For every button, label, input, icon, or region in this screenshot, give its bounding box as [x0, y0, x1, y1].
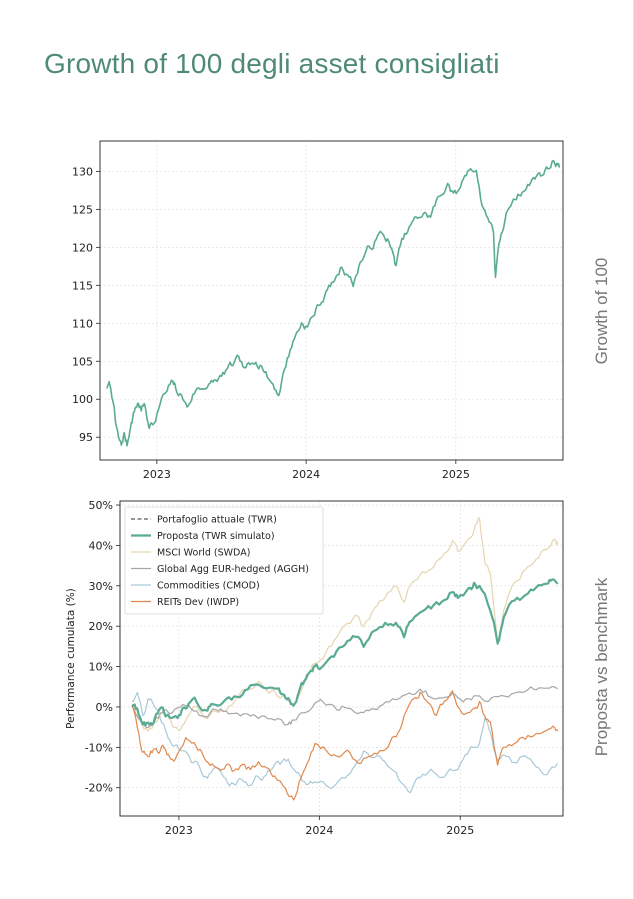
- performance-x-tick-label: 2025: [446, 824, 474, 837]
- growth-y-tick-label: 110: [72, 317, 93, 330]
- growth-y-tick-label: 95: [79, 431, 93, 444]
- growth-y-tick-label: 130: [72, 165, 93, 178]
- performance-y-tick-label: 40%: [89, 539, 113, 552]
- growth-group: 95 100 105 110 115 120 125 130 2023 2024 2025: [72, 140, 564, 481]
- performance-x-tick-label: 2024: [305, 824, 333, 837]
- growth-of-100-chart: 95 100 105 110 115 120 125 130 2023 2024 2025: [72, 140, 564, 481]
- legend-label-reits-dev-iwdp: REITs Dev (IWDP): [157, 597, 239, 608]
- page-title: Growth of 100 degli asset consigliati: [44, 48, 500, 79]
- growth-x-tick-label: 2023: [143, 468, 171, 481]
- performance-y-tick-label: 20%: [89, 620, 113, 633]
- performance-y-axis-label: Performance cumulata (%): [65, 588, 77, 729]
- growth-y-tick-label: 120: [72, 241, 93, 254]
- side-label-growth: Growth of 100: [592, 257, 611, 365]
- growth-y-tick-label: 125: [72, 203, 93, 216]
- series-line-proposta-twr-simulato: [131, 578, 559, 727]
- growth-y-tick-label: 105: [72, 355, 93, 368]
- legend-label-msci-world-swda: MSCI World (SWDA): [157, 548, 250, 559]
- performance-y-tick-label: -10%: [85, 741, 113, 754]
- performance-y-tick-label: 30%: [89, 580, 113, 593]
- performance-x-tick-label: 2023: [165, 824, 193, 837]
- performance-y-tick-label: -20%: [85, 782, 113, 795]
- legend-label-proposta-twr-simulato: Proposta (TWR simulato): [157, 531, 275, 542]
- legend-box: [124, 506, 324, 615]
- performance-axes-frame: [119, 500, 564, 817]
- performance-y-tick-label: 10%: [89, 661, 113, 674]
- growth-y-tick-label: 115: [72, 279, 93, 292]
- performance-y-tick-label: 50%: [89, 499, 113, 512]
- growth-x-tick-label: 2025: [442, 468, 470, 481]
- legend-label-global-agg-eur-hedged-aggh: Global Agg EUR-hedged (AGGH): [157, 564, 309, 575]
- side-label-proposta-vs-benchmark: Proposta vs benchmark: [592, 577, 611, 757]
- performance-group: -20% -10% 0% 10% 20% 30% 40% 50% 2023 2024 2025 Per…: [65, 499, 564, 837]
- performance-y-tick-label: 0%: [96, 701, 113, 714]
- growth-plot-area: [100, 141, 563, 460]
- legend-label-portafoglio-attuale-twr: Portafoglio attuale (TWR): [157, 515, 277, 526]
- series-line-msci-world-swda: [131, 517, 559, 732]
- legend-label-commodities-cmod: Commodities (CMOD): [157, 581, 260, 592]
- series-line-reits-dev-iwdp: [131, 690, 559, 801]
- series-line-growth-series: [106, 159, 561, 447]
- growth-y-tick-label: 100: [72, 393, 93, 406]
- growth-x-tick-label: 2024: [292, 468, 320, 481]
- series-line-commodities-cmod: [131, 691, 559, 794]
- growth-axes-frame: [99, 140, 564, 461]
